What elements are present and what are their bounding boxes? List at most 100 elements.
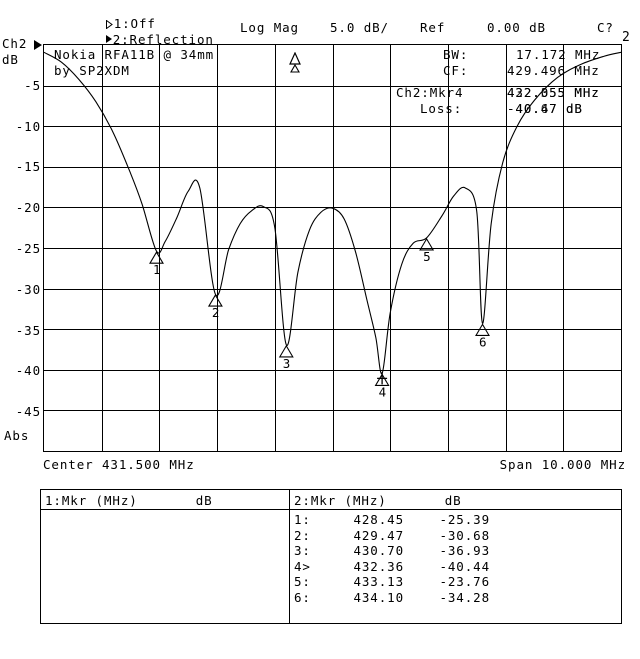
marker-number-label: 5 [423, 249, 431, 264]
sweep-mode-label: Abs [4, 428, 30, 443]
trace-2-curve [44, 51, 621, 375]
marker-row-index: 1: [294, 512, 311, 527]
marker-6[interactable]: 6 [475, 323, 490, 349]
marker-row-index: 6: [294, 589, 311, 605]
marker-table-row[interactable]: 4> 432.36 -40.44 [294, 559, 621, 575]
loss-value: -40.47 dB [507, 101, 583, 116]
reference-triangles-icon [288, 51, 302, 78]
marker-triangle-icon [475, 323, 490, 336]
marker-table-trace1-header-mkr: 1:Mkr (MHz) [45, 493, 138, 508]
marker-5[interactable]: 5 [419, 237, 435, 264]
center-frequency-label: CF: [443, 63, 469, 78]
y-axis-tick-label: -20 [15, 200, 41, 216]
marker-table-trace1: 1:Mkr (MHz) dB [41, 490, 290, 623]
loss-value-ghost: -40.67 dB [507, 101, 583, 116]
marker-row-index: 5: [294, 574, 311, 590]
center-frequency-caption: Center 431.500 MHz [43, 457, 195, 472]
bandwidth-value: 17.172 MHz [516, 47, 601, 62]
marker-triangle-icon [419, 237, 435, 251]
marker-table-row[interactable]: 5: 433.13 -23.76 [294, 574, 621, 590]
span-caption: Span 10.000 MHz [499, 457, 626, 472]
marker-number-label: 4 [379, 384, 387, 399]
marker-4[interactable]: 4 [374, 372, 390, 399]
active-marker-crosshair-icon [377, 372, 388, 385]
marker-tables: 1:Mkr (MHz) dB 2:Mkr (MHz) dB 1: 428.45 -25.… [40, 489, 622, 624]
trace2-status[interactable]: 2:Reflection [72, 20, 214, 59]
marker-table-row[interactable]: 3: 430.70 -36.93 [294, 543, 621, 559]
marker-row-frequency: 432.36 [353, 558, 404, 574]
marker-number-label: 6 [479, 334, 487, 349]
y-axis: -5 -10 -15 -20 -25 -30 -35 -40 -45 [0, 0, 41, 460]
annotation-line-2: by SP2XDM [54, 63, 130, 78]
bandwidth-label: BW: [443, 47, 469, 62]
y-axis-tick-label: -45 [15, 404, 41, 420]
marker-table-trace2: 2:Mkr (MHz) dB 1: 428.45 -25.39 2: 429.47 -30.… [290, 490, 621, 623]
annotation-line-1: Nokia RFA11B @ 34mm [54, 47, 215, 62]
marker-row-db: -34.28 [439, 589, 490, 605]
loss-label: Loss: [420, 101, 463, 116]
marker-table-trace1-header: 1:Mkr (MHz) dB [41, 490, 289, 510]
grid-lines [44, 45, 621, 451]
plot-canvas: 1 2 3 4 5 6 [44, 45, 621, 451]
marker-row-db: -25.39 [439, 512, 490, 527]
scale-per-division-label[interactable]: 5.0 dB/ [330, 20, 389, 35]
marker-row-db: -23.76 [439, 574, 490, 590]
marker-row-index: 2: [294, 527, 311, 543]
marker-row-index: 4> [294, 558, 311, 574]
marker-number-label: 1 [153, 262, 161, 277]
trace2-label: 2:Reflection [112, 32, 214, 47]
reference-position-marker-icon [34, 40, 42, 50]
y-axis-tick-label: -15 [15, 159, 41, 175]
trace2-pointer-icon [105, 35, 112, 43]
marker-row-frequency: 429.47 [353, 527, 404, 543]
trace1-label: 1:Off [113, 16, 156, 31]
marker-triangle-icon [149, 251, 164, 264]
marker-table-row[interactable]: 1: 428.45 -25.39 [294, 512, 621, 528]
marker-row-db: -40.44 [439, 558, 490, 574]
marker-2[interactable]: 2 [207, 294, 223, 320]
channel-label: Ch2 [2, 36, 28, 51]
marker-row-frequency: 433.13 [353, 574, 404, 590]
active-marker-frequency: 432.055 MHz [507, 85, 600, 100]
trace1-pointer-icon [105, 20, 113, 29]
marker-table-trace2-header: 2:Mkr (MHz) dB [290, 490, 621, 510]
y-axis-tick-label: -25 [15, 241, 41, 256]
marker-table-trace2-header-mkr: 2:Mkr (MHz) [294, 493, 387, 508]
marker-table-trace1-header-db: dB [195, 493, 213, 508]
y-axis-tick-label: -30 [15, 281, 41, 297]
reference-label: Ref [420, 20, 446, 35]
marker-triangle-icon [278, 344, 294, 358]
marker-1[interactable]: 1 [149, 251, 164, 277]
marker-row-db: -30.68 [439, 527, 490, 543]
format-label[interactable]: Log Mag [240, 20, 299, 35]
marker-row-frequency: 430.70 [353, 543, 404, 559]
active-marker-frequency-ghost: 422.355 MHz [507, 85, 600, 100]
center-frequency-value: 429.496 MHz [507, 63, 600, 78]
trace-number-label: 2 [622, 30, 630, 45]
marker-table-row[interactable]: 6: 434.10 -34.28 [294, 590, 621, 606]
marker-table-trace2-body: 1: 428.45 -25.39 2: 429.47 -30.68 3: 430.70 -36.… [290, 510, 621, 606]
plot-area[interactable]: 1 2 3 4 5 6 [43, 44, 622, 452]
marker-row-frequency: 434.10 [353, 589, 404, 605]
y-axis-tick-label: -40 [15, 363, 41, 379]
marker-triangle-icon [207, 294, 223, 307]
marker-number-label: 3 [283, 356, 291, 371]
marker-3[interactable]: 3 [278, 344, 294, 371]
y-axis-tick-label: -5 [24, 77, 41, 93]
marker-table-row[interactable]: 2: 429.47 -30.68 [294, 528, 621, 544]
y-axis-tick-label: -35 [15, 322, 41, 338]
marker-table-trace2-header-db: dB [444, 493, 462, 508]
marker-triangle-icon [374, 373, 390, 386]
marker-table-trace1-body [41, 510, 289, 512]
marker-row-index: 3: [294, 543, 311, 559]
correction-status[interactable]: C? [597, 20, 614, 35]
reference-value[interactable]: 0.00 dB [487, 20, 546, 35]
channel-unit-label: dB [2, 52, 19, 67]
marker-number-label: 2 [212, 305, 220, 320]
marker-row-db: -36.93 [439, 543, 490, 559]
y-axis-tick-label: -10 [15, 118, 41, 134]
trace1-status[interactable]: 1:Off [72, 4, 156, 43]
marker-row-frequency: 428.45 [353, 512, 404, 527]
active-marker-label: Ch2:Mkr4 [396, 85, 464, 100]
